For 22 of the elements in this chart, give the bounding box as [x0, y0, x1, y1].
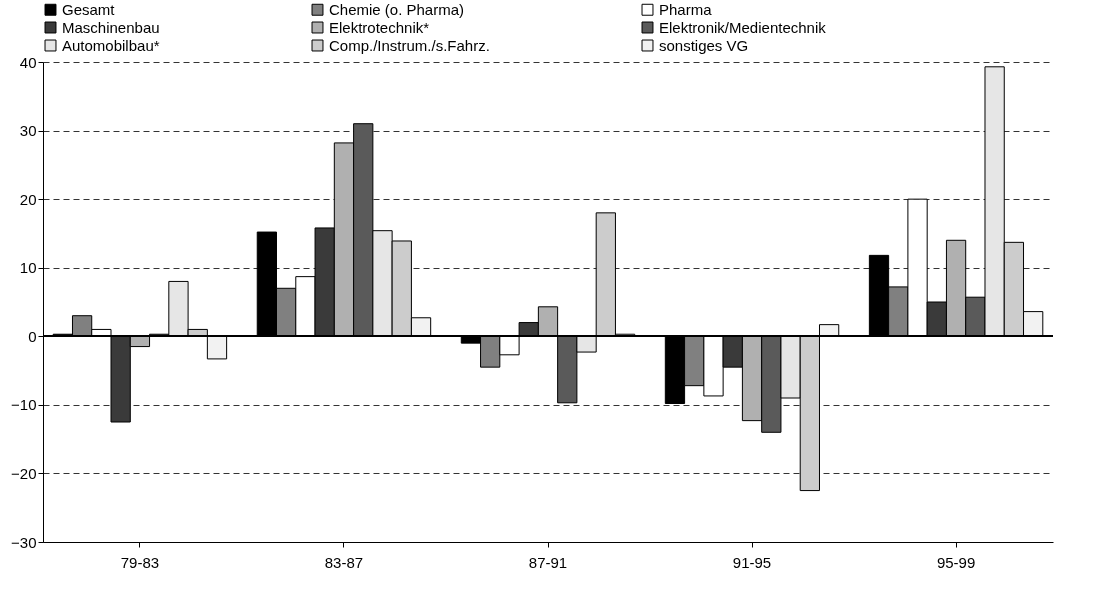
- y-tick-label: 30: [19, 122, 37, 140]
- legend-label: Comp./Instrum./s.Fahrz.: [329, 36, 490, 54]
- x-tick-label: 91-95: [732, 553, 772, 571]
- legend-label: Gesamt: [62, 0, 116, 18]
- y-tick-label: −10: [11, 396, 37, 414]
- y-tick-label: −20: [11, 464, 37, 482]
- x-tick-label: 87-91: [528, 553, 568, 571]
- x-tick-label: 83-87: [324, 553, 364, 571]
- x-tick-label: 95-99: [936, 553, 976, 571]
- legend-label: sonstiges VG: [659, 36, 749, 54]
- x-tick-label: 79-83: [120, 553, 160, 571]
- legend-label: Pharma: [659, 0, 713, 18]
- y-tick-label: 0: [28, 327, 37, 345]
- legend-label: Elektrotechnik*: [329, 18, 430, 36]
- y-tick-label: 10: [19, 259, 37, 277]
- y-tick-label: 20: [19, 190, 37, 208]
- legend-label: Maschinenbau: [62, 18, 160, 36]
- legend-label: Automobilbau*: [62, 36, 160, 54]
- y-tick-label: 40: [19, 53, 37, 71]
- legend-label: Chemie (o. Pharma): [329, 0, 465, 18]
- legend-label: Elektronik/Medientechnik: [659, 18, 827, 36]
- y-tick-label: −30: [11, 533, 37, 551]
